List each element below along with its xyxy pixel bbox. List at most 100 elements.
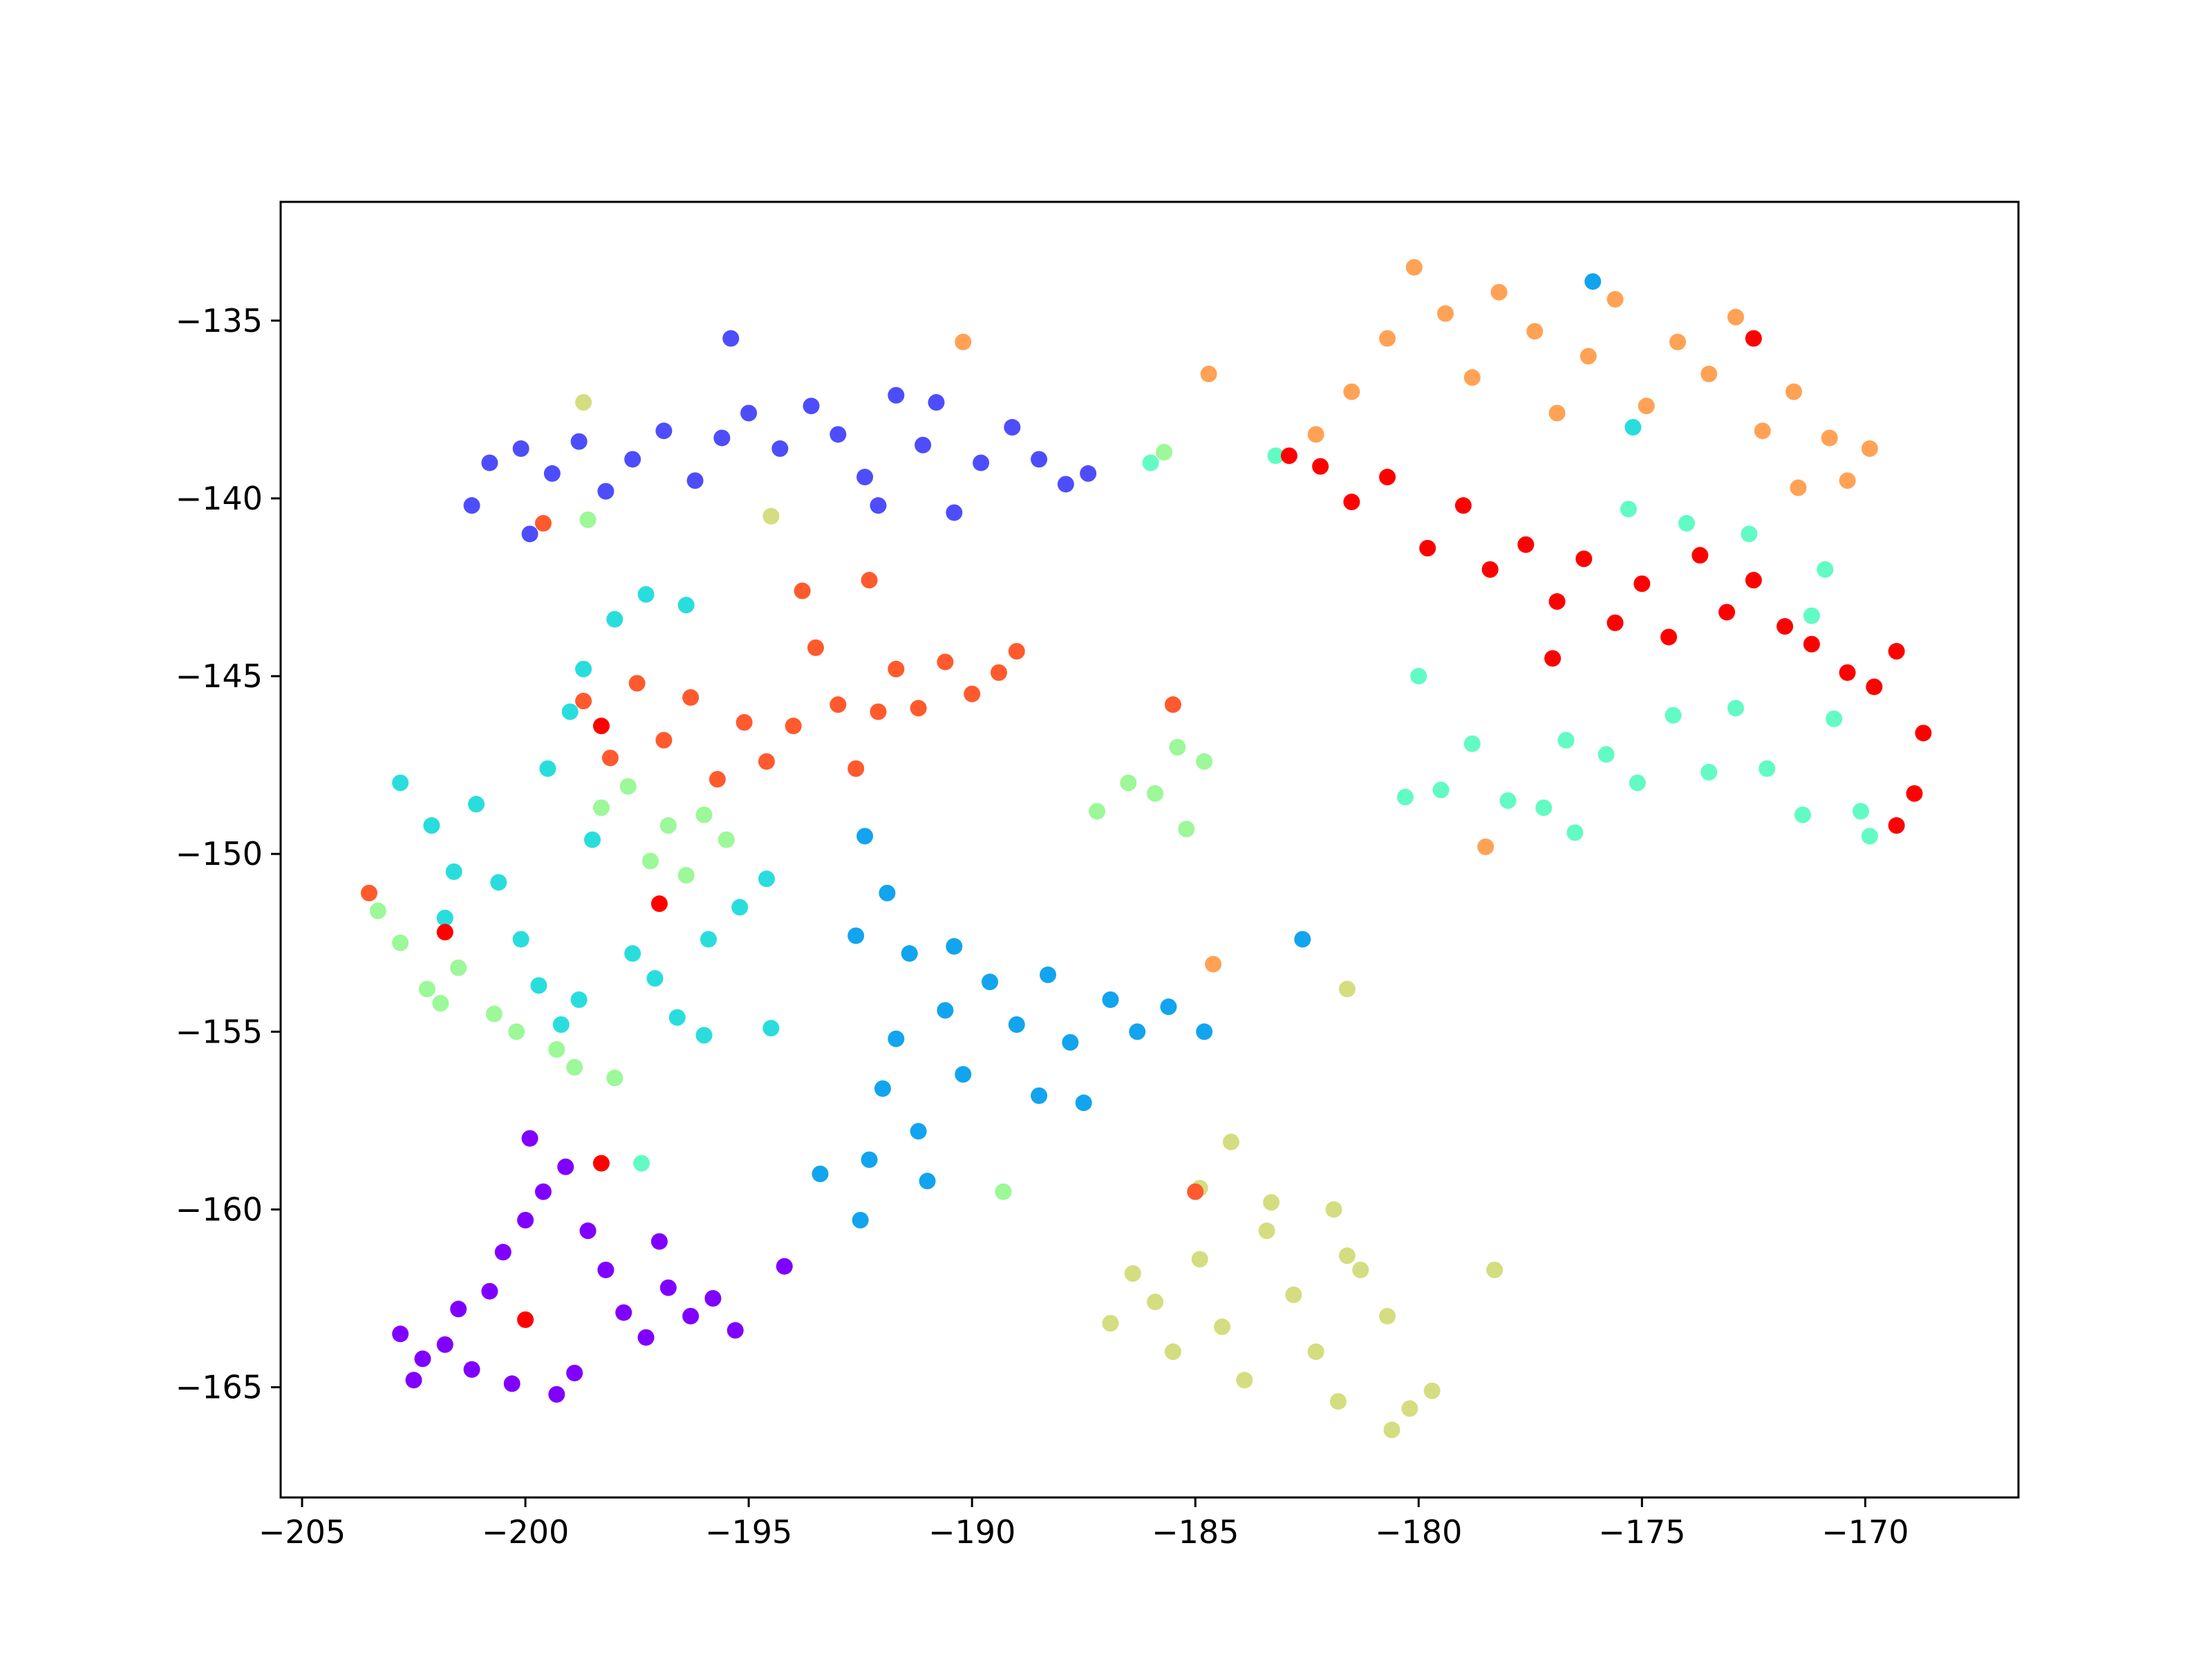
point [995,1183,1012,1200]
point [1727,308,1745,326]
point [1213,1318,1230,1336]
point [1486,1261,1503,1278]
point [1633,575,1651,592]
point [615,1304,632,1321]
point [1062,1034,1079,1051]
point [870,497,887,514]
point [1803,607,1820,624]
point [1169,738,1186,756]
point [1821,429,1838,447]
point [990,664,1007,681]
point [1727,700,1745,717]
point [655,422,673,440]
point [731,899,749,916]
point [521,1130,538,1147]
point [650,1233,668,1250]
point [543,465,561,482]
point [1236,1372,1253,1389]
point [1660,628,1678,646]
point [624,945,641,962]
point [646,970,664,987]
point [1490,283,1508,301]
point [530,977,547,994]
point [1312,458,1329,475]
point [682,689,700,706]
point [1669,333,1687,351]
point [624,451,641,468]
point [1205,955,1222,973]
point [727,1322,744,1339]
point [1057,476,1074,493]
point [405,1372,422,1389]
point [1718,604,1736,621]
point [1826,710,1843,727]
point [579,511,597,528]
point [1557,731,1575,749]
point [1544,650,1562,667]
point [1267,447,1284,465]
point [1102,1315,1119,1332]
point [1432,781,1450,799]
point [1383,1421,1400,1439]
point [937,1002,954,1019]
point [830,696,847,713]
point [1861,828,1878,845]
point [888,386,905,404]
point [561,703,579,720]
axes-frame [279,200,2020,1499]
x-tick-label: −170 [1821,1513,1909,1551]
point [713,429,731,447]
point [1700,365,1718,382]
x-tick-label: −180 [1375,1513,1462,1551]
point [1147,785,1164,802]
point [423,817,440,834]
point [955,1066,972,1083]
point [1329,1393,1347,1410]
point [1379,330,1396,347]
point [803,398,820,415]
point [1004,419,1021,436]
y-tick-label: −160 [176,1191,263,1228]
point [1566,824,1584,841]
point [852,1211,869,1229]
point [606,610,624,628]
point [392,1325,409,1343]
point [1008,1016,1025,1034]
point [888,1030,905,1047]
point [1187,1183,1204,1200]
point [1790,479,1807,496]
point [575,693,592,710]
point [1700,763,1718,781]
point [695,806,713,823]
point [467,796,485,813]
point [1535,799,1553,816]
point [575,394,592,411]
point [517,1311,534,1328]
point [445,863,462,880]
point [534,1183,552,1200]
point [682,1307,700,1325]
x-tick-label: −200 [482,1513,569,1551]
point [1379,1307,1396,1325]
point [1745,572,1762,589]
x-tick-label: −190 [928,1513,1015,1551]
point [637,1329,655,1346]
point [655,731,673,749]
point [517,1211,534,1229]
point [1437,305,1454,322]
point [450,959,467,976]
point [552,1016,570,1034]
point [1294,931,1311,948]
y-tick-label: −140 [176,480,263,517]
point [606,1070,624,1087]
point [566,1365,583,1382]
point [1040,967,1057,984]
point [570,433,588,450]
point [735,713,753,731]
point [575,660,592,678]
point [414,1350,431,1367]
point [709,771,726,788]
point [1597,746,1615,763]
point [722,330,740,347]
